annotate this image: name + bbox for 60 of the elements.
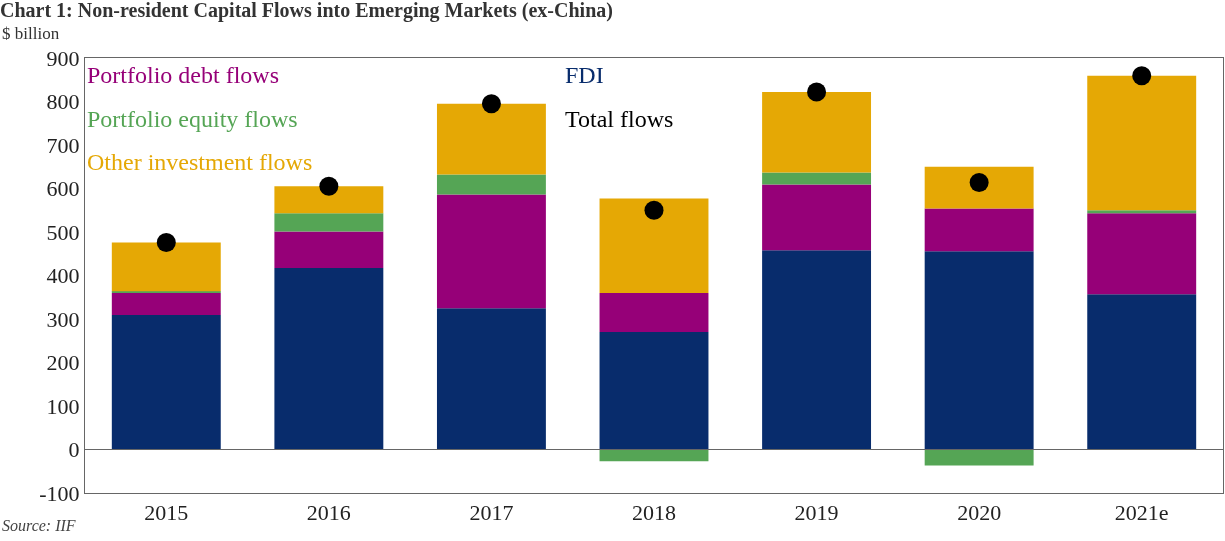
bar <box>436 103 546 175</box>
bar <box>274 213 384 232</box>
bar <box>924 166 1034 209</box>
bar <box>274 186 384 214</box>
bar <box>1087 294 1197 450</box>
bar <box>111 242 221 292</box>
x-tick-label: 2018 <box>632 500 676 526</box>
bar <box>924 208 1034 252</box>
y-tick-label: 700 <box>46 132 80 158</box>
text: Portfolio equity flows <box>87 106 298 132</box>
bar <box>111 292 221 316</box>
bar <box>111 315 221 450</box>
x-tick-label: 2016 <box>306 500 351 526</box>
bar <box>1087 75 1197 211</box>
bar <box>274 268 384 450</box>
y-tick-label: 100 <box>46 393 80 419</box>
x-tick-label: 2020 <box>957 500 1002 526</box>
bar <box>599 198 709 293</box>
bar <box>436 194 546 309</box>
text: Portfolio debt flows <box>87 62 279 88</box>
bar <box>762 91 872 173</box>
y-tick-label: 600 <box>46 176 80 202</box>
bar <box>1087 213 1197 295</box>
point <box>319 176 339 196</box>
bar <box>762 184 872 251</box>
chart-subtitle: $ billion <box>2 24 60 43</box>
chart-title: Chart 1: Non-resident Capital Flows into Emerging Markets (ex-China) <box>0 0 613 22</box>
x-tick-label: 2021e <box>1114 500 1169 526</box>
x-tick-label: 2017 <box>469 500 514 526</box>
point <box>481 94 501 114</box>
y-tick-label: 400 <box>46 263 80 289</box>
bar <box>599 449 709 462</box>
point <box>644 200 664 220</box>
y-tick-label: 800 <box>46 89 80 115</box>
y-tick-label: 500 <box>46 219 80 245</box>
bar <box>762 250 872 450</box>
bar <box>274 231 384 269</box>
bar <box>924 251 1034 450</box>
x-tick-label: 2015 <box>144 500 189 526</box>
text: FDI <box>565 62 604 88</box>
y-tick-label: 0 <box>68 437 80 463</box>
bar <box>436 308 546 450</box>
point <box>156 232 176 252</box>
bar <box>436 174 546 195</box>
point <box>1132 66 1152 86</box>
y-tick-label: 300 <box>46 306 80 332</box>
point <box>807 82 827 102</box>
bar <box>762 172 872 185</box>
bar <box>1087 210 1197 214</box>
bar <box>599 292 709 333</box>
source-note: Source: IIF <box>2 517 76 534</box>
y-tick-label: -100 <box>39 480 80 506</box>
text: Total flows <box>565 106 674 132</box>
bar <box>599 332 709 450</box>
bar <box>924 449 1034 466</box>
x-tick-label: 2019 <box>794 500 839 526</box>
y-tick-label: 900 <box>46 45 80 71</box>
point <box>969 172 989 192</box>
y-tick-label: 200 <box>46 350 80 376</box>
series-label: Other investment flows <box>87 149 313 175</box>
